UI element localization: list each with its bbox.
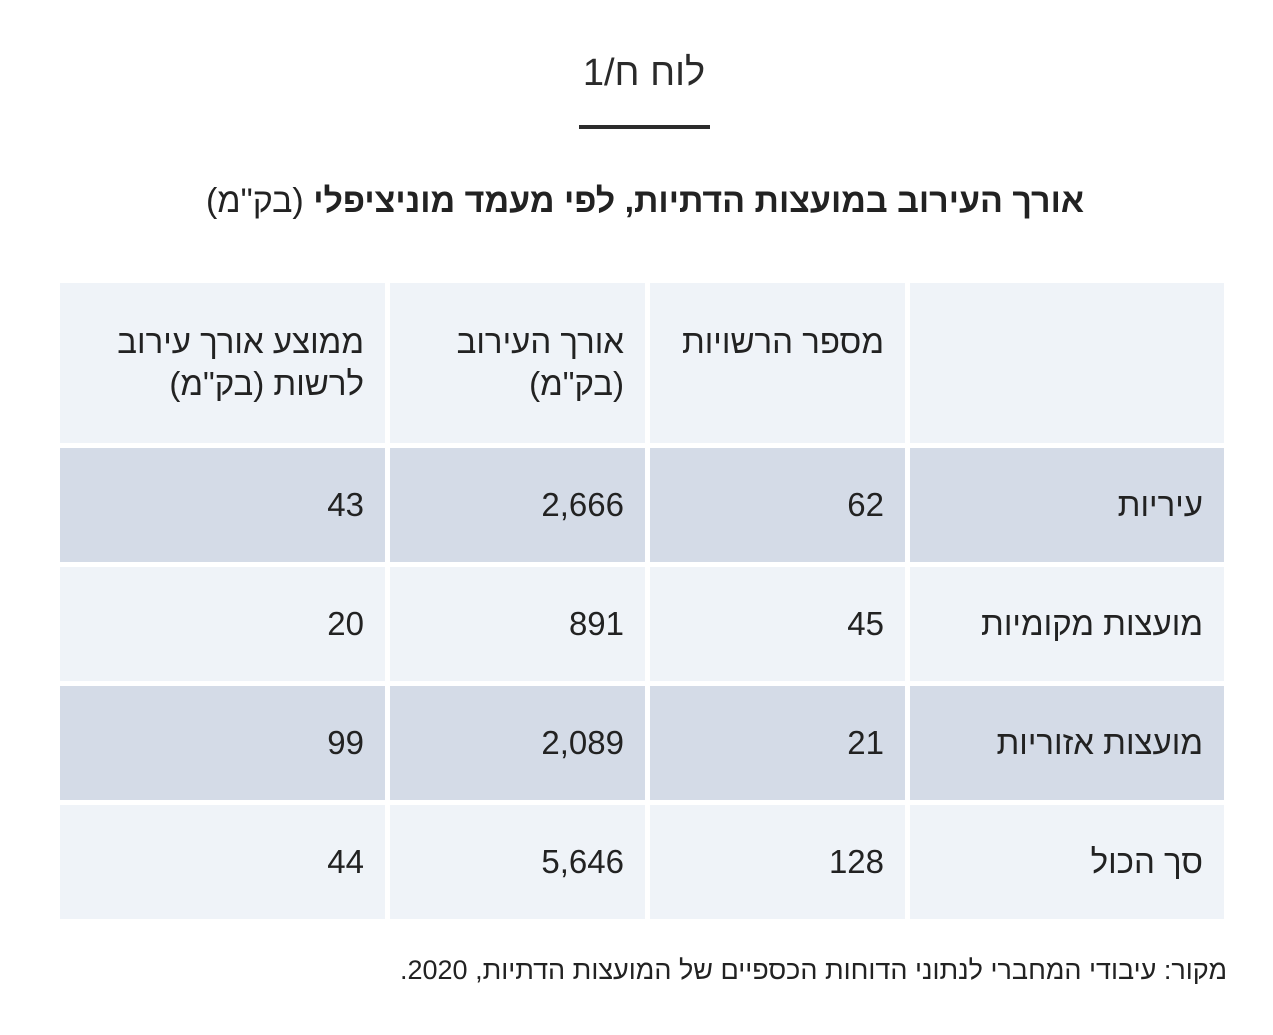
table-title: אורך העירוב במועצות הדתיות, לפי מעמד מונ…: [0, 182, 1273, 221]
row-label: סך הכול: [910, 805, 1224, 919]
cell-length: 2,666: [390, 448, 645, 562]
row-label: עיריות: [910, 448, 1224, 562]
header-cell-category: [910, 283, 1224, 443]
header-cell-average: ממוצע אורך עירוב לרשות (בק"מ): [60, 283, 385, 443]
cell-average: 44: [60, 805, 385, 919]
value-average: 20: [327, 605, 364, 643]
table-row: עיריות 62 2,666 43: [60, 448, 1224, 562]
header-cell-length: אורך העירוב (בק"מ): [390, 283, 645, 443]
cell-average: 99: [60, 686, 385, 800]
value-average: 44: [327, 843, 364, 881]
cell-average: 43: [60, 448, 385, 562]
cell-count: 45: [650, 567, 905, 681]
cell-length: 5,646: [390, 805, 645, 919]
table-title-unit: (בק"מ): [205, 182, 304, 220]
value-average: 99: [327, 724, 364, 762]
table-row: מועצות מקומיות 45 891 20: [60, 567, 1224, 681]
table-title-main: אורך העירוב במועצות הדתיות, לפי מעמד מונ…: [313, 182, 1085, 220]
cell-length: 891: [390, 567, 645, 681]
title-divider: [579, 125, 710, 129]
source-note: מקור: עיבודי המחברי לנתוני הדוחות הכספיי…: [399, 955, 1227, 985]
value-length: 2,089: [541, 724, 624, 762]
table-row: מועצות אזוריות 21 2,089 99: [60, 686, 1224, 800]
value-count: 62: [847, 486, 884, 524]
table-number-label: לוח ח/1: [582, 52, 706, 94]
value-length: 891: [568, 605, 624, 643]
table-header-row: מספר הרשויות אורך העירוב (בק"מ) ממוצע או…: [60, 283, 1224, 443]
cell-count: 128: [650, 805, 905, 919]
table-row-total: סך הכול 128 5,646 44: [60, 805, 1224, 919]
value-count: 45: [847, 605, 884, 643]
header-cell-count: מספר הרשויות: [650, 283, 905, 443]
cell-length: 2,089: [390, 686, 645, 800]
data-table: מספר הרשויות אורך העירוב (בק"מ) ממוצע או…: [60, 283, 1224, 924]
row-label: מועצות מקומיות: [910, 567, 1224, 681]
value-count: 128: [828, 843, 884, 881]
row-label: מועצות אזוריות: [910, 686, 1224, 800]
value-count: 21: [847, 724, 884, 762]
cell-average: 20: [60, 567, 385, 681]
cell-count: 21: [650, 686, 905, 800]
value-length: 2,666: [541, 486, 624, 524]
cell-count: 62: [650, 448, 905, 562]
value-average: 43: [327, 486, 364, 524]
value-length: 5,646: [541, 843, 624, 881]
